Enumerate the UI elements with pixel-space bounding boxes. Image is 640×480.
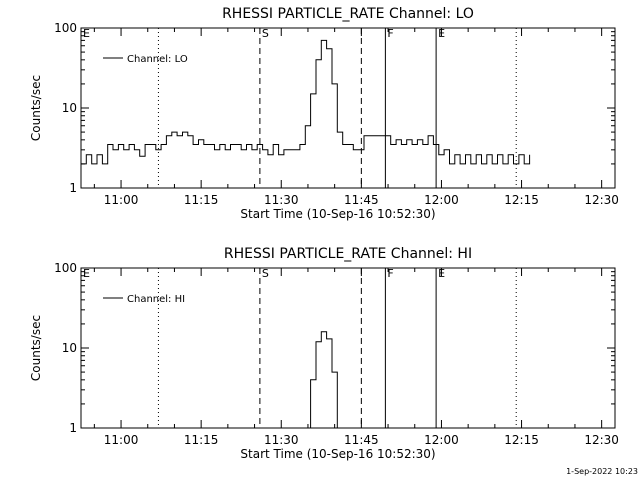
x-tick-label: 12:30 [584,433,619,447]
event-marker-label: F [387,27,393,40]
chart-panels: RHESSI PARTICLE_RATE Channel: LO11010011… [29,6,619,461]
series-line [81,39,531,165]
y-tick-label: 10 [62,101,77,115]
y-tick-label: 1 [69,421,77,435]
generation-timestamp: 1-Sep-2022 10:23 [566,467,638,476]
y-axis-label: Counts/sec [29,75,43,141]
event-marker-label: S [262,27,269,40]
x-tick-label: 11:45 [344,193,379,207]
x-axis-label: Start Time (10-Sep-16 10:52:30) [240,207,435,221]
series-line [305,331,338,428]
x-tick-label: 12:00 [424,433,459,447]
event-marker-label: E [83,27,90,40]
chart-title: RHESSI PARTICLE_RATE Channel: HI [224,246,472,262]
event-marker-label: F [387,267,393,280]
event-marker-label: S [262,267,269,280]
x-tick-label: 12:30 [584,193,619,207]
x-tick-label: 11:15 [184,193,219,207]
x-axis-label: Start Time (10-Sep-16 10:52:30) [240,447,435,461]
x-tick-label: 12:00 [424,193,459,207]
legend-label: Channel: HI [127,294,185,305]
y-tick-label: 1 [69,181,77,195]
x-tick-label: 11:00 [104,193,139,207]
y-tick-label: 10 [62,341,77,355]
y-tick-label: 100 [54,261,77,275]
event-marker-label: E [83,267,90,280]
x-tick-label: 11:45 [344,433,379,447]
event-marker-label: E [438,267,445,280]
plot-frame [80,27,616,189]
y-tick-label: 100 [54,21,77,35]
x-tick-label: 12:15 [504,433,539,447]
x-tick-label: 12:15 [504,193,539,207]
x-tick-label: 11:30 [264,433,299,447]
x-tick-label: 11:15 [184,433,219,447]
x-tick-label: 11:00 [104,433,139,447]
y-axis-label: Counts/sec [29,315,43,381]
event-marker-label: E [438,27,445,40]
legend-label: Channel: LO [127,54,188,65]
x-tick-label: 11:30 [264,193,299,207]
chart-panel-2: RHESSI PARTICLE_RATE Channel: HI 1 10 100 11… [29,246,619,461]
chart-title: RHESSI PARTICLE_RATE Channel: LO [222,6,474,22]
plot-frame [80,267,616,429]
chart-panel-1: RHESSI PARTICLE_RATE Channel: LO 1 10 100 11… [29,6,619,221]
